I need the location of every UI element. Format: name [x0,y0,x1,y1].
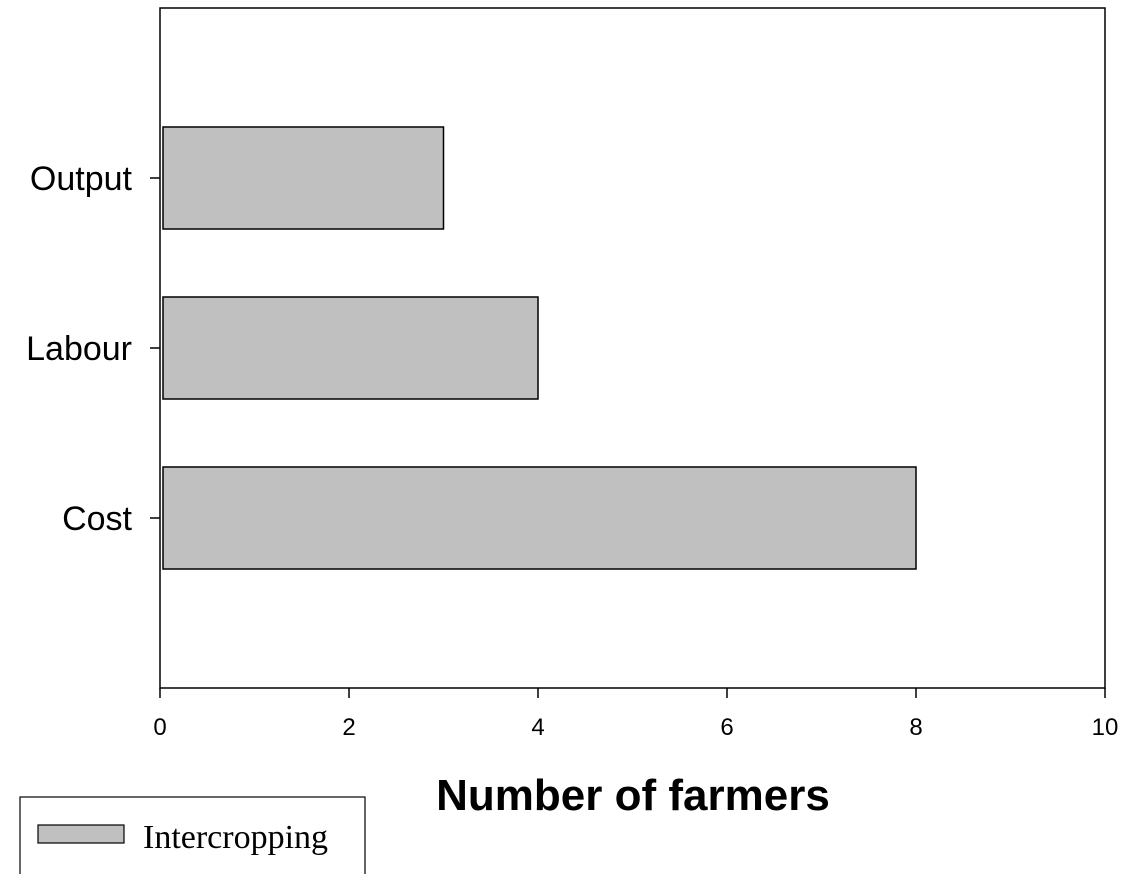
legend-swatch [37,824,125,844]
x-axis-label: Number of farmers [436,771,830,820]
legend-box [19,796,366,874]
x-tick-label: 0 [153,714,166,741]
bar-cost [162,466,917,570]
x-tick-label: 4 [531,714,544,741]
bar-output [162,126,445,230]
y-tick-label: Labour [26,330,132,368]
x-tick-label: 6 [720,714,733,741]
y-axis: Output Labour Cost [26,160,160,538]
x-tick-label: 10 [1092,714,1119,741]
bars-layer [162,126,917,570]
x-tick-label: 8 [909,714,922,741]
x-tick-label: 2 [342,714,355,741]
y-tick-label: Cost [62,500,132,538]
legend-label: Intercropping [143,819,328,856]
legend: Intercropping [19,796,366,874]
x-axis: 0 2 4 6 8 10 [153,688,1118,741]
bar-labour [162,296,539,400]
y-tick-label: Output [30,160,133,198]
